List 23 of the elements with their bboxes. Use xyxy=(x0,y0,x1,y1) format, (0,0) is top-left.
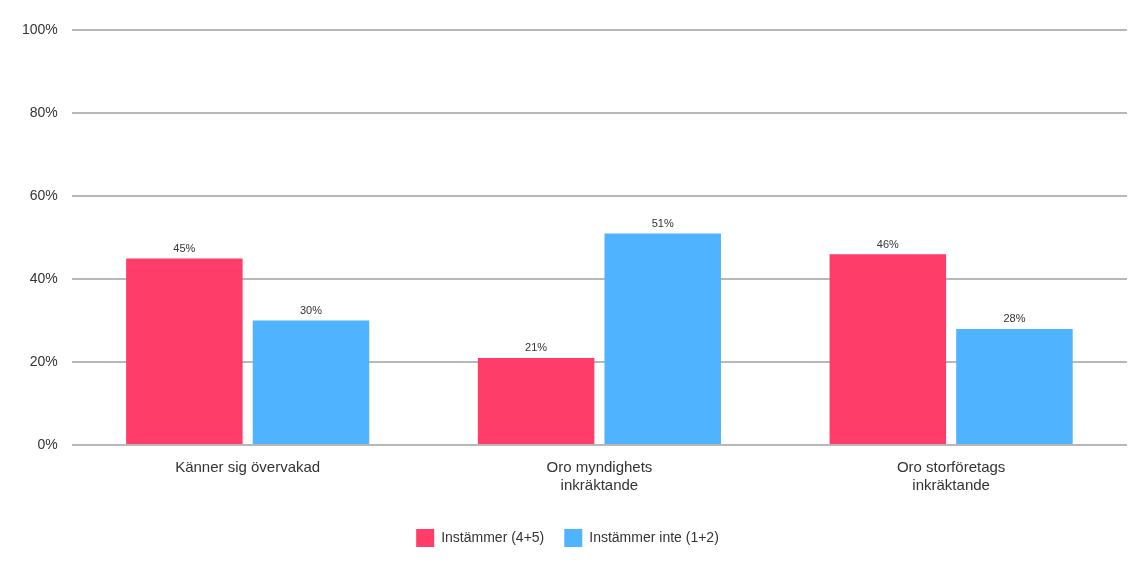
data-label: 51% xyxy=(651,217,674,230)
y-tick-label: 20% xyxy=(29,352,58,369)
x-tick-label: Oro myndighets inkräktande xyxy=(546,458,653,494)
bar xyxy=(604,233,721,444)
data-label: 45% xyxy=(173,241,196,254)
data-label: 46% xyxy=(876,237,900,250)
legend-label: Instämmer inte (1+2) xyxy=(589,528,719,545)
bar xyxy=(477,357,595,444)
y-tick-label: 100% xyxy=(21,21,58,38)
bar xyxy=(126,258,243,444)
bar xyxy=(956,328,1073,444)
data-label: 21% xyxy=(525,341,548,354)
x-tick-label: Oro storföretags inkräktande xyxy=(896,458,1006,494)
legend-label: Instämmer (4+5) xyxy=(441,528,545,545)
y-tick-label: 40% xyxy=(29,270,58,287)
bar xyxy=(829,254,947,444)
data-label: 30% xyxy=(299,304,323,317)
y-tick-label: 60% xyxy=(29,187,58,204)
bar xyxy=(252,320,370,444)
data-label: 28% xyxy=(1003,312,1026,325)
y-tick-label: 80% xyxy=(29,104,58,121)
y-tick-label: 0% xyxy=(37,435,58,452)
x-tick-label: Känner sig övervakad xyxy=(175,458,321,476)
